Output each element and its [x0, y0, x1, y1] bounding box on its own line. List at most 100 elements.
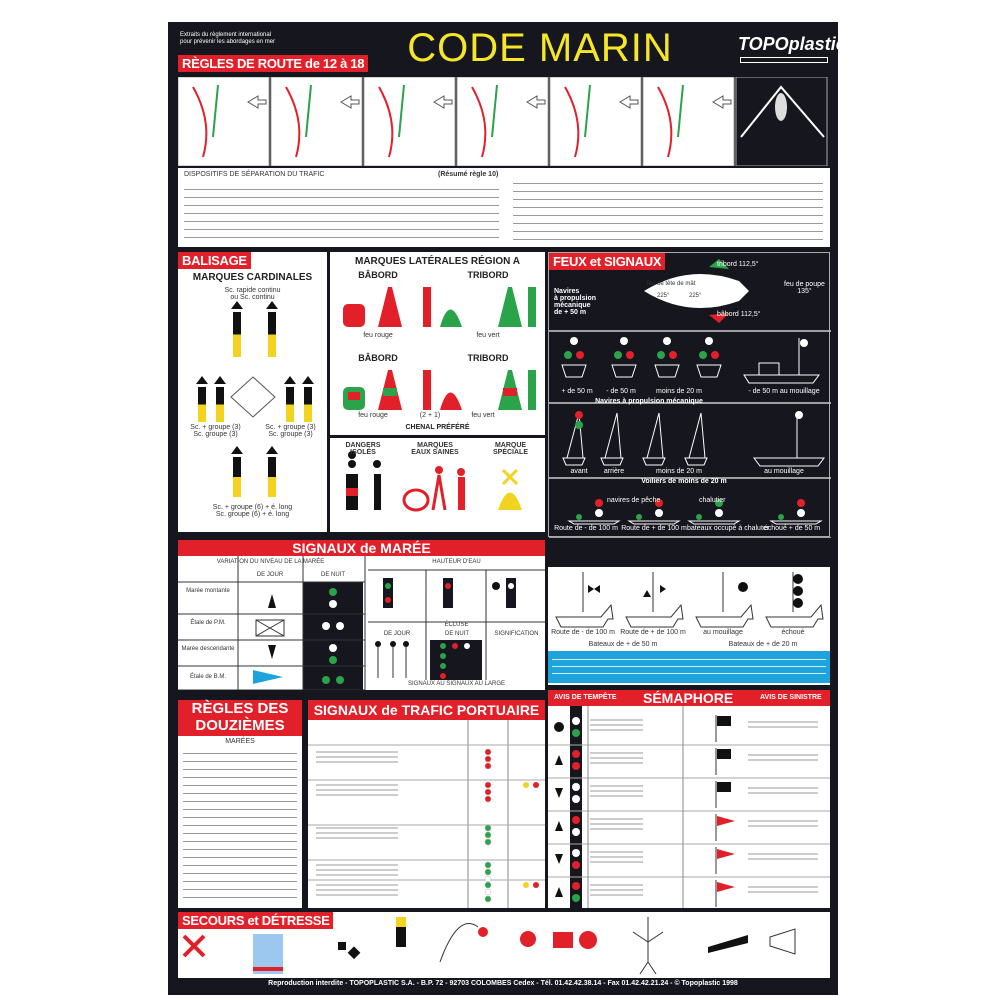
topmark	[348, 451, 356, 459]
topmark	[196, 376, 208, 384]
flag-v	[182, 934, 206, 958]
cardinal-title: MARQUES CARDINALES	[192, 272, 313, 283]
route-cell	[642, 76, 735, 167]
topmark	[214, 376, 226, 384]
port-light	[669, 351, 677, 359]
caption: Route de + de 100 m	[620, 629, 686, 636]
depth-mast	[383, 578, 393, 608]
port-light	[484, 861, 492, 869]
day-ball	[375, 641, 381, 647]
spar-buoy	[423, 287, 431, 327]
light	[797, 509, 805, 517]
caption: DE NUIT	[445, 631, 469, 637]
feux-signaux-panel: FEUX et SIGNAUX tribord 112,5° bâbord 11…	[548, 252, 831, 538]
row-text	[313, 832, 413, 850]
masthead-light	[705, 337, 713, 345]
cardinal-buoy	[216, 404, 224, 422]
spar-buoy	[528, 287, 536, 327]
light	[595, 499, 603, 507]
topmark	[284, 376, 296, 384]
vessel-track	[677, 84, 684, 138]
caption: Bateaux de + de 50 m	[588, 641, 658, 648]
ship-outline	[644, 273, 749, 309]
caption: ÉCLUSE	[444, 622, 469, 628]
signal-light	[572, 795, 580, 803]
caption: feu rouge	[358, 412, 388, 419]
port-light	[484, 795, 492, 803]
route-cell	[177, 76, 270, 167]
flame	[396, 917, 406, 927]
navigation-lights-drawings	[549, 259, 831, 538]
sail-icon	[646, 412, 664, 459]
divider	[330, 435, 545, 438]
notice-text	[552, 655, 826, 677]
topmark	[457, 468, 465, 476]
babord-label: BÂBORD	[358, 270, 398, 280]
caption: Route de - de 100 m	[554, 525, 618, 532]
caption: avant	[570, 468, 588, 475]
light-signal	[579, 931, 597, 949]
light	[445, 583, 451, 589]
boat-icon	[775, 93, 787, 121]
vessel-track	[491, 84, 498, 138]
light	[715, 499, 723, 507]
compass-diamond	[230, 376, 276, 418]
caption: - de 50 m	[606, 388, 636, 395]
caption: Sc. groupe (3)	[193, 431, 238, 438]
tide-light	[322, 676, 330, 684]
caption: Navires	[554, 288, 580, 295]
vessel-track	[305, 84, 312, 138]
secours-detresse-panel: SECOURS et DÉTRESSE	[178, 912, 830, 978]
topmark	[266, 301, 278, 309]
can-buoy	[343, 304, 365, 327]
port-light	[626, 351, 634, 359]
caption: SPÉCIALE	[492, 449, 528, 456]
spar-buoy	[423, 370, 431, 410]
signal-light	[572, 816, 580, 824]
vessel-icon	[696, 364, 722, 378]
tribord-label: TRIBORD	[467, 270, 509, 280]
caption: HAUTEUR D'EAU	[432, 559, 481, 565]
port-light	[484, 755, 492, 763]
port-light	[576, 351, 584, 359]
hull	[687, 520, 741, 525]
port-light	[533, 782, 539, 788]
caption: tribord 112,5°	[717, 261, 759, 268]
signal-light	[572, 849, 580, 857]
caption: Voiliers de moins de 20 m	[641, 478, 727, 485]
caption: feu vert	[476, 332, 500, 339]
starboard-light	[699, 351, 707, 359]
port-light	[484, 788, 492, 796]
caption: feu de poupe	[784, 281, 825, 288]
topmark	[266, 446, 278, 454]
port-light	[484, 824, 492, 832]
cardinal-buoy	[233, 334, 241, 357]
signal-flag	[717, 882, 735, 892]
signal-light	[572, 828, 580, 836]
lock-light	[440, 673, 446, 679]
parachute-flare	[478, 927, 488, 937]
vessel-track	[740, 85, 825, 138]
trafic-portuaire-panel: SIGNAUX de TRAFIC PORTUAIRE	[308, 700, 545, 908]
caption: Sc. + groupe (3)	[265, 424, 316, 431]
hull	[600, 457, 624, 466]
vessel-track	[398, 84, 405, 138]
light	[655, 509, 663, 517]
vessel-track	[378, 86, 394, 158]
caption: DE JOUR	[383, 631, 411, 637]
signal-light	[572, 894, 580, 902]
caption: navires de pêche	[607, 497, 661, 504]
starboard-light	[657, 351, 665, 359]
caption: AVIS DE TEMPÊTE	[554, 694, 617, 701]
caption: Route de - de 100 m	[551, 629, 615, 636]
hull	[567, 520, 621, 525]
route-cell	[735, 76, 828, 167]
douziemes-title: RÈGLES DES	[191, 700, 289, 717]
caption: bateaux occupé à chaluter	[687, 525, 770, 532]
arrow-icon	[712, 95, 732, 109]
person-arms	[632, 917, 664, 975]
depth-mast	[443, 578, 453, 608]
babord-label: BÂBORD	[358, 353, 398, 363]
caption: Sc. + groupe (6) + é. long	[212, 504, 293, 511]
port-light	[523, 782, 529, 788]
